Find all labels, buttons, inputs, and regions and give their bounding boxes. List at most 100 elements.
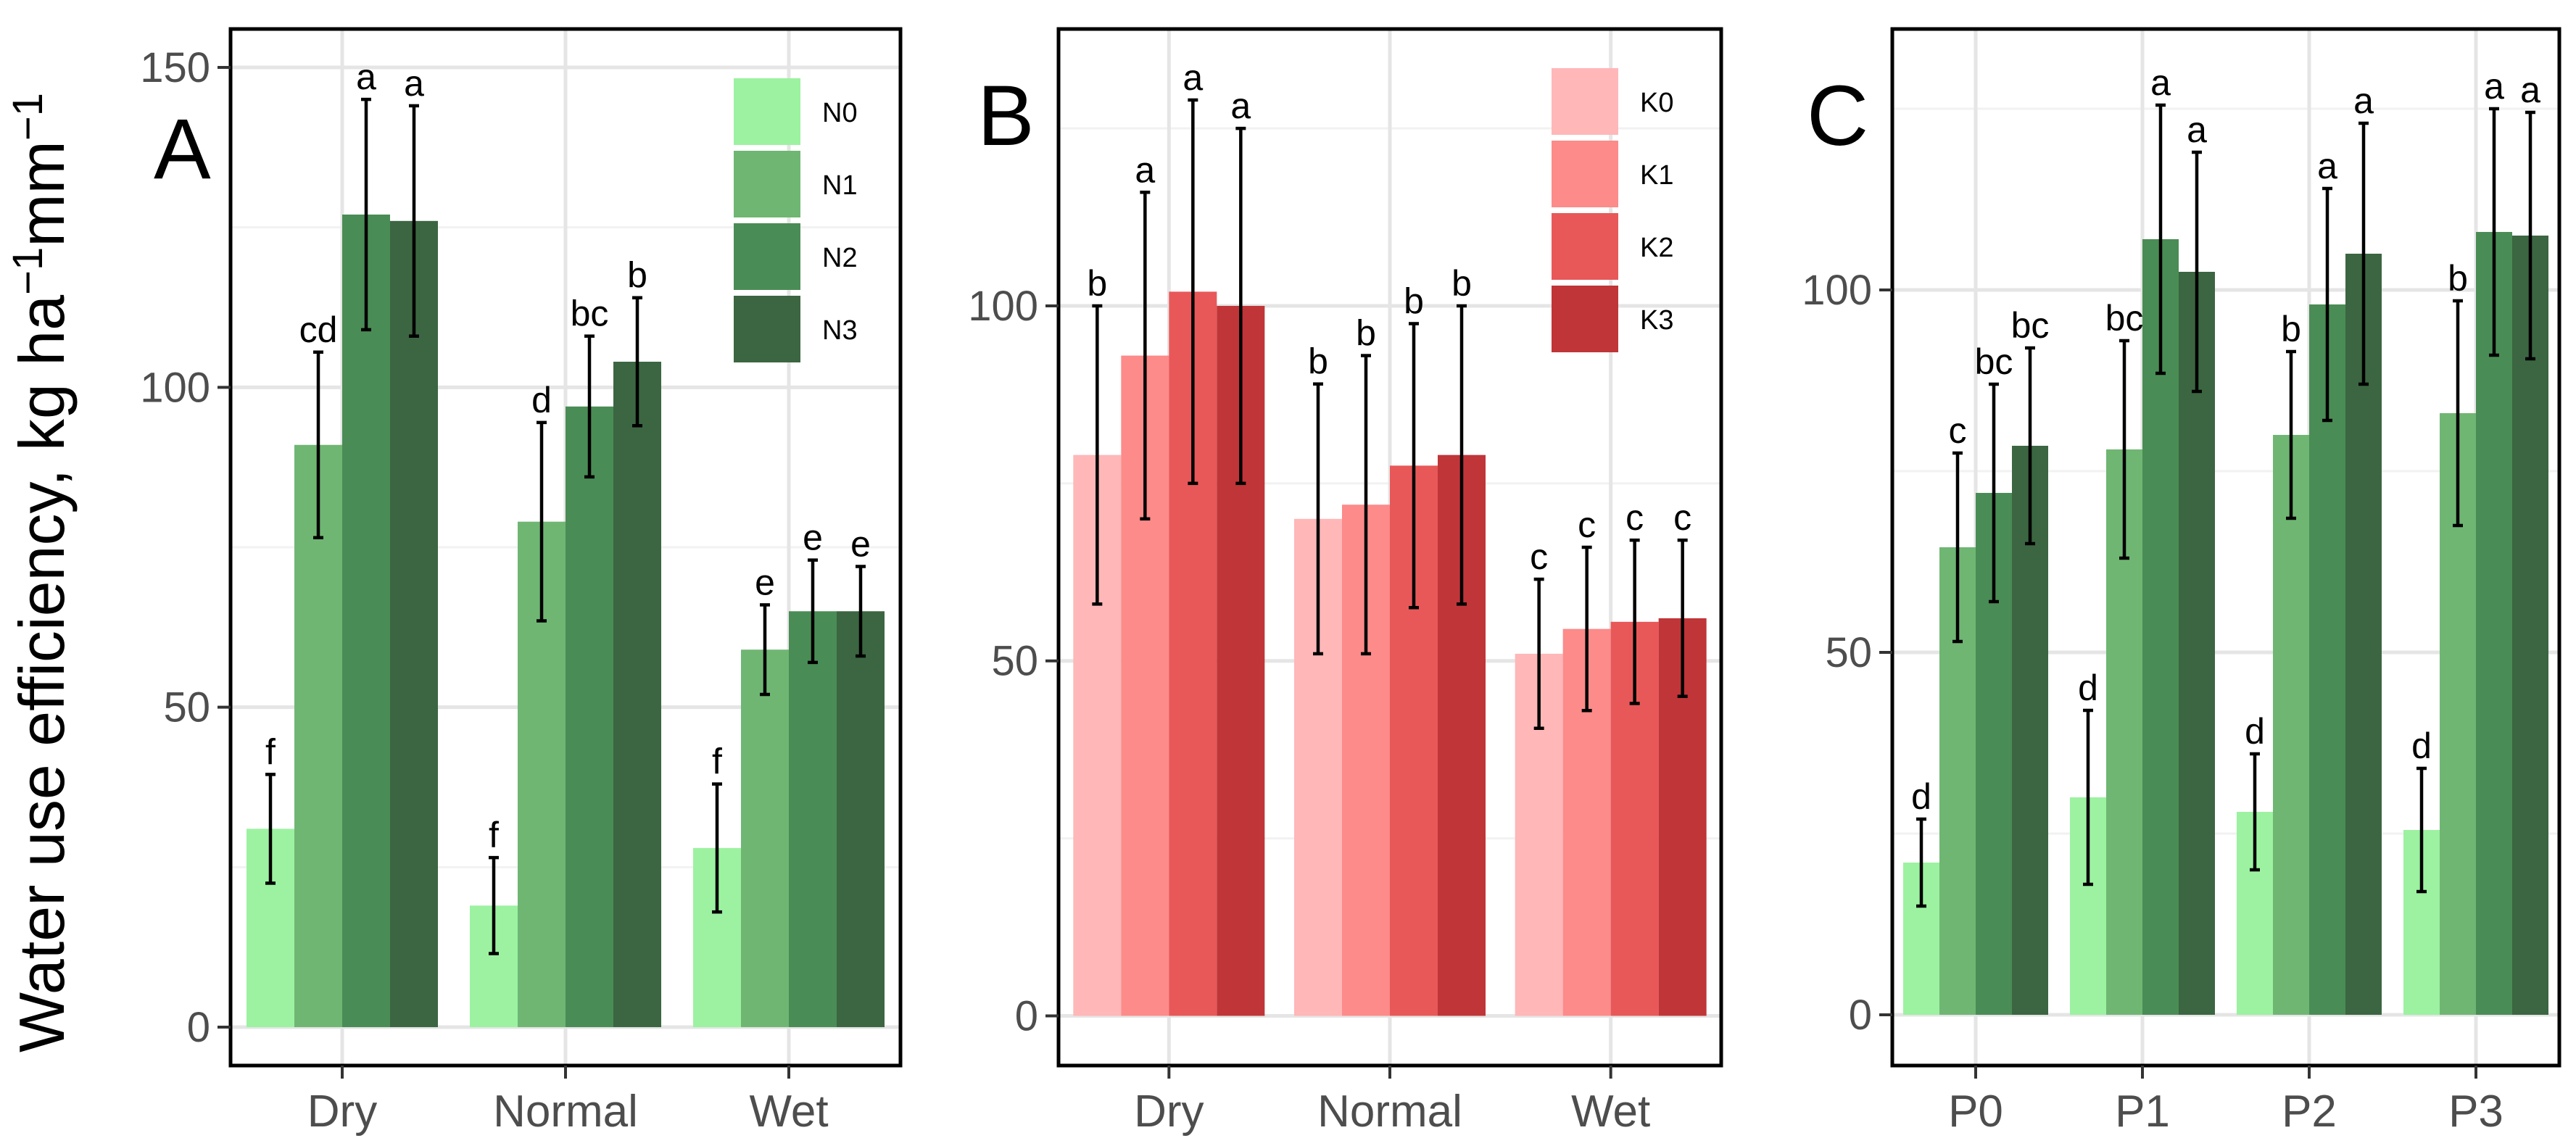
panel-c-significance-letter: a: [2317, 146, 2337, 186]
panel-c-error-bar: [2453, 299, 2463, 528]
panel-b-error-bar: [1313, 382, 1323, 656]
panel-a-bar: [566, 406, 613, 1028]
panel-b-letter: B: [977, 68, 1035, 164]
legend-label: N3: [822, 315, 858, 346]
panel-b-error-bar: [1140, 191, 1151, 521]
panel-b-significance-letter: b: [1308, 341, 1328, 382]
panel-c-error-bar: [2416, 766, 2427, 894]
panel-a-y-tick-label: 0: [187, 1004, 210, 1051]
legend-swatch: [1552, 141, 1618, 207]
panel-c-y-tick-label: 0: [1849, 992, 1872, 1039]
legend-label: K3: [1640, 305, 1673, 336]
legend-swatch: [734, 78, 800, 145]
panel-b-significance-letter: a: [1183, 57, 1203, 98]
panel-a-error-bar: [537, 420, 547, 623]
panel-a-error-bar: [584, 334, 595, 479]
panel-c-significance-letter: d: [2245, 711, 2265, 752]
panel-a-significance-letters: f f f cd d e a bc e a b e: [265, 57, 871, 855]
panel-a-legend-item: N3: [734, 296, 858, 362]
panel-b-significance-letter: c: [1673, 497, 1691, 538]
panel-a-error-bar: [313, 350, 323, 540]
panel-a-significance-letter: e: [850, 523, 871, 564]
y-axis-label: Water use efficiency, kg ha−1mm−1: [4, 93, 78, 1052]
panel-b-significance-letter: a: [1230, 86, 1251, 126]
panel-a-significance-letter: a: [356, 57, 376, 97]
panel-b-error-bar: [1677, 538, 1688, 698]
legend-swatch: [1552, 213, 1618, 280]
panel-a-error-bar: [265, 773, 276, 885]
panel-a-error-bar: [361, 97, 371, 332]
panel-b-error-bar: [1188, 98, 1198, 486]
panel-c-significance-letter: c: [1949, 410, 1967, 451]
panel-b-error-bar: [1629, 538, 1640, 705]
panel-a-y-tick-label: 100: [140, 364, 210, 411]
panel-a-letter: A: [154, 101, 211, 197]
panel-c-x-tick-label: P1: [2115, 1087, 2170, 1137]
panel-a-axes: 0 50 100 150 Dry Normal Wet: [140, 27, 903, 1137]
panel-b-legend-item: K3: [1552, 286, 1673, 352]
panel-a-significance-letter: d: [531, 380, 552, 420]
panel-b-significance-letter: b: [1087, 263, 1107, 304]
panel-b-y-tick-label: 50: [991, 638, 1038, 685]
panel-c-error-bars: [1916, 103, 2535, 908]
panel-a-bar: [390, 220, 438, 1028]
panel-a-bar: [837, 611, 885, 1028]
panel-b-x-tick-label: Dry: [1134, 1087, 1204, 1137]
panel-c-error-bar: [2155, 103, 2166, 375]
panel-a-legend-item: N1: [734, 151, 858, 217]
legend-label: N1: [822, 170, 858, 201]
panel-b-significance-letter: c: [1578, 505, 1596, 545]
y-axis-label-main: Water use efficiency, kg ha: [6, 295, 78, 1052]
panel-b-error-bar: [1092, 304, 1103, 606]
panel-c-bar: [2309, 304, 2345, 1015]
panel-b-error-bar: [1581, 545, 1592, 713]
panel-c-error-bar: [2119, 339, 2129, 560]
panel-a-legend-item: N2: [734, 223, 858, 290]
panel-c-significance-letter: d: [2411, 726, 2432, 766]
panel-b-axes: 0 50 100 Dry Normal Wet: [968, 27, 1723, 1137]
panel-b-significance-letter: c: [1530, 536, 1548, 577]
y-axis-label-mid: mm: [6, 141, 78, 247]
panel-c-y-tick-label: 100: [1802, 267, 1872, 314]
panel-b-legend-item: K2: [1552, 213, 1673, 280]
panel-b-legend-item: K1: [1552, 141, 1673, 207]
y-axis-label-sup2: −1: [4, 93, 51, 141]
panel-b-significance-letter: b: [1404, 281, 1424, 321]
panel-a-x-tick-label: Wet: [749, 1087, 828, 1137]
panel-c-y-tick-label: 50: [1825, 629, 1872, 676]
legend-label: K0: [1640, 88, 1673, 118]
y-axis-label-sup1: −1: [4, 247, 51, 295]
panel-c-significance-letter: a: [2187, 109, 2207, 150]
panel-a-significance-letter: b: [627, 255, 647, 296]
legend-label: K2: [1640, 233, 1673, 263]
panel-c-error-bar: [2489, 107, 2499, 357]
legend-swatch: [734, 151, 800, 217]
panel-b-significance-letter: b: [1451, 263, 1472, 304]
panel-c-bar: [2273, 435, 2309, 1015]
panel-b-y-tick-label: 0: [1015, 992, 1038, 1039]
panel-c-error-bar: [2250, 752, 2260, 872]
panel-c-letter: C: [1807, 68, 1868, 164]
panel-a-bar: [294, 444, 342, 1028]
panel-c-border: [1890, 27, 2561, 1068]
panel-c-error-bar: [2286, 349, 2296, 520]
panel-b-error-bar: [1457, 304, 1467, 606]
panel-b-significance-letter: c: [1625, 497, 1644, 538]
panel-c-significance-letter: bc: [2011, 305, 2050, 346]
panel-b-error-bar: [1235, 126, 1246, 486]
panel-c-bars: [1903, 232, 2548, 1015]
panel-a-x-tick-label: Dry: [307, 1087, 377, 1137]
legend-label: N0: [822, 98, 858, 128]
panel-a-y-tick-label: 50: [163, 684, 210, 731]
panel-b-error-bar: [1409, 322, 1419, 610]
panel-c-error-bar: [2192, 150, 2202, 394]
panel-a-significance-letter: e: [755, 562, 775, 602]
panel-c-bar: [2476, 232, 2512, 1015]
panel-a-error-bar: [632, 296, 642, 428]
panel-b-legend-item: K0: [1552, 68, 1673, 135]
panel-c-bar: [2512, 236, 2548, 1015]
